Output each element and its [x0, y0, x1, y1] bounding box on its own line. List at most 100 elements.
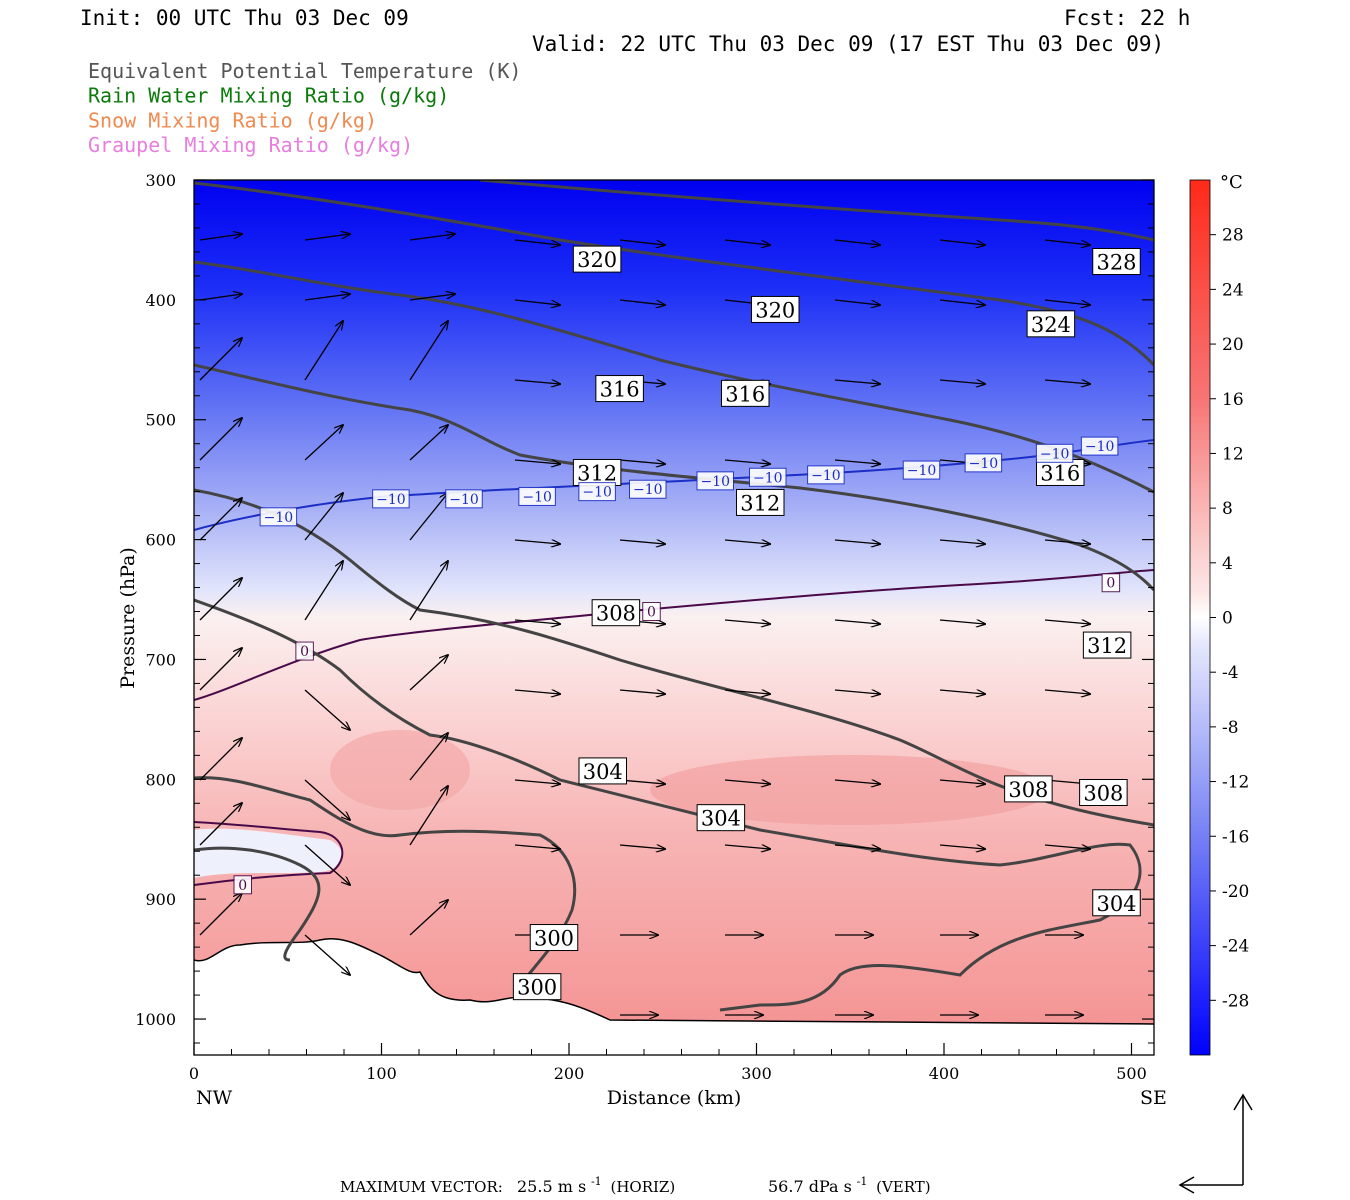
- theta-e-label-box: [1004, 775, 1053, 803]
- max-vector-footer: MAXIMUM VECTOR: 25.5 m s -1 (HORIZ) 56.7…: [340, 1171, 931, 1196]
- forecast-hour: Fcst: 22 h: [1064, 6, 1190, 30]
- wind-vector: [409, 561, 448, 621]
- wind-vector: [724, 780, 770, 784]
- y-tick-label: 500: [145, 411, 176, 430]
- wind-vector: [199, 338, 242, 381]
- isotherm-label-box: [642, 602, 661, 622]
- wind-vector: [939, 845, 985, 849]
- colorbar-tick-label: 20: [1222, 335, 1244, 355]
- wind-vector: [199, 893, 242, 936]
- plot-frame: [193, 179, 1155, 1056]
- isotherm-label-box: [696, 471, 734, 491]
- reference-vector: [1178, 1093, 1253, 1194]
- wind-vector: [304, 234, 350, 241]
- reference-vector-horizontal-head: [1178, 1176, 1195, 1194]
- colorbar-tick-label: -28: [1222, 991, 1249, 1011]
- theta-e-320: [194, 260, 1154, 494]
- theta-e-label-box: [1079, 779, 1128, 806]
- wind-vector: [1044, 239, 1090, 245]
- theta-e-label: 316: [600, 378, 640, 402]
- wind-vector: [199, 578, 242, 621]
- wind-vector: [304, 425, 343, 461]
- colorbar-tick-label: 4: [1222, 554, 1233, 574]
- warm-core-shading-east: [650, 755, 1050, 825]
- legend-entry: Snow Mixing Ratio (g/kg): [88, 108, 377, 132]
- theta-e-label: 308: [596, 602, 636, 626]
- max-vector-vert-unit: (VERT): [876, 1178, 931, 1196]
- wind-vector: [304, 321, 343, 381]
- isotherm-label: −10: [1040, 446, 1070, 462]
- wind-vector: [619, 299, 665, 305]
- wind-vector: [834, 380, 880, 384]
- theta-e-312: [194, 488, 1154, 827]
- warm-core-shading: [330, 730, 470, 810]
- isotherm-label-box: [964, 453, 1003, 473]
- isotherm-label-box: [1080, 436, 1119, 456]
- wind-vector: [514, 460, 560, 464]
- y-axis-title: Pressure (hPa): [117, 547, 139, 689]
- theta-e-label-box: [572, 245, 622, 273]
- colorbar-unit: °C: [1220, 172, 1243, 193]
- theta-e-label-box: [529, 924, 579, 952]
- field-legend: Equivalent Potential Temperature (K)Rain…: [88, 59, 521, 157]
- wind-vector: [939, 299, 985, 305]
- y-tick-label: 1000: [135, 1010, 176, 1029]
- isotherm-label: −10: [1085, 439, 1115, 455]
- theta-e-label: 324: [1031, 313, 1071, 337]
- wind-vector: [724, 540, 770, 544]
- wind-vector: [724, 620, 770, 624]
- wind-vector: [514, 540, 560, 544]
- theta-e-label-box: [1092, 889, 1141, 917]
- axes: 0 100 200 300 400 500 300 400 500 600 700 800 900 100…: [135, 171, 1154, 1083]
- legend-entry: Rain Water Mixing Ratio (g/kg): [88, 84, 449, 108]
- terrain-mask: [194, 938, 1154, 1055]
- colorbar-tick-label: -16: [1222, 827, 1249, 847]
- isotherm-label: −10: [522, 489, 552, 505]
- theta-e-label: 312: [577, 461, 617, 485]
- isotherm-label-box: [518, 486, 556, 506]
- wind-vector: [619, 780, 665, 784]
- colorbar-tick-label: -24: [1222, 937, 1249, 957]
- wind-vector: [409, 234, 455, 241]
- theta-e-label: 308: [1083, 782, 1123, 806]
- y-tick-label: 600: [145, 531, 176, 550]
- colorbar-tick-label: -8: [1222, 718, 1239, 738]
- wind-vector: [304, 689, 350, 730]
- wind-vectors: [199, 234, 1090, 1015]
- wind-vector: [514, 239, 560, 245]
- isotherm-label: 0: [1106, 576, 1115, 592]
- isotherm-label: −10: [969, 456, 999, 472]
- max-vector-horiz-value: 25.5 m s: [517, 1177, 586, 1196]
- wind-vector: [304, 779, 350, 820]
- isotherm-label: −10: [907, 463, 937, 479]
- colorbar-tick-label: -20: [1222, 882, 1249, 902]
- colorbar-tick-label: 8: [1222, 499, 1233, 519]
- wind-vector: [939, 380, 985, 384]
- wind-vector: [514, 620, 560, 624]
- wind-vector: [514, 380, 560, 384]
- theta-e-label: 308: [1008, 778, 1048, 802]
- wind-vector: [409, 655, 448, 691]
- theta-e-304: [194, 776, 577, 986]
- wind-vector: [409, 900, 448, 936]
- wind-vector: [199, 418, 242, 461]
- wind-vector: [724, 460, 770, 464]
- wind-vector: [304, 493, 343, 541]
- y-tick-label: 800: [145, 770, 176, 789]
- plot-area: [193, 179, 1155, 1056]
- init-time: Init: 00 UTC Thu 03 Dec 09: [80, 6, 409, 30]
- isotherm-label-box: [578, 482, 616, 502]
- isotherm-label: −10: [264, 510, 294, 526]
- isotherm-label-box: [902, 460, 941, 480]
- wind-vector: [619, 239, 665, 245]
- wind-vector: [1044, 690, 1090, 694]
- theta-e-label: 312: [1087, 634, 1127, 658]
- isotherm-label-box: [372, 489, 410, 509]
- isotherm-label: −10: [753, 470, 783, 486]
- wind-vector: [409, 425, 448, 461]
- wind-vector: [1044, 380, 1090, 384]
- x-tick-label: 0: [189, 1064, 199, 1083]
- y-tick-label: 400: [145, 291, 176, 310]
- theta-e-label-box: [512, 973, 562, 1001]
